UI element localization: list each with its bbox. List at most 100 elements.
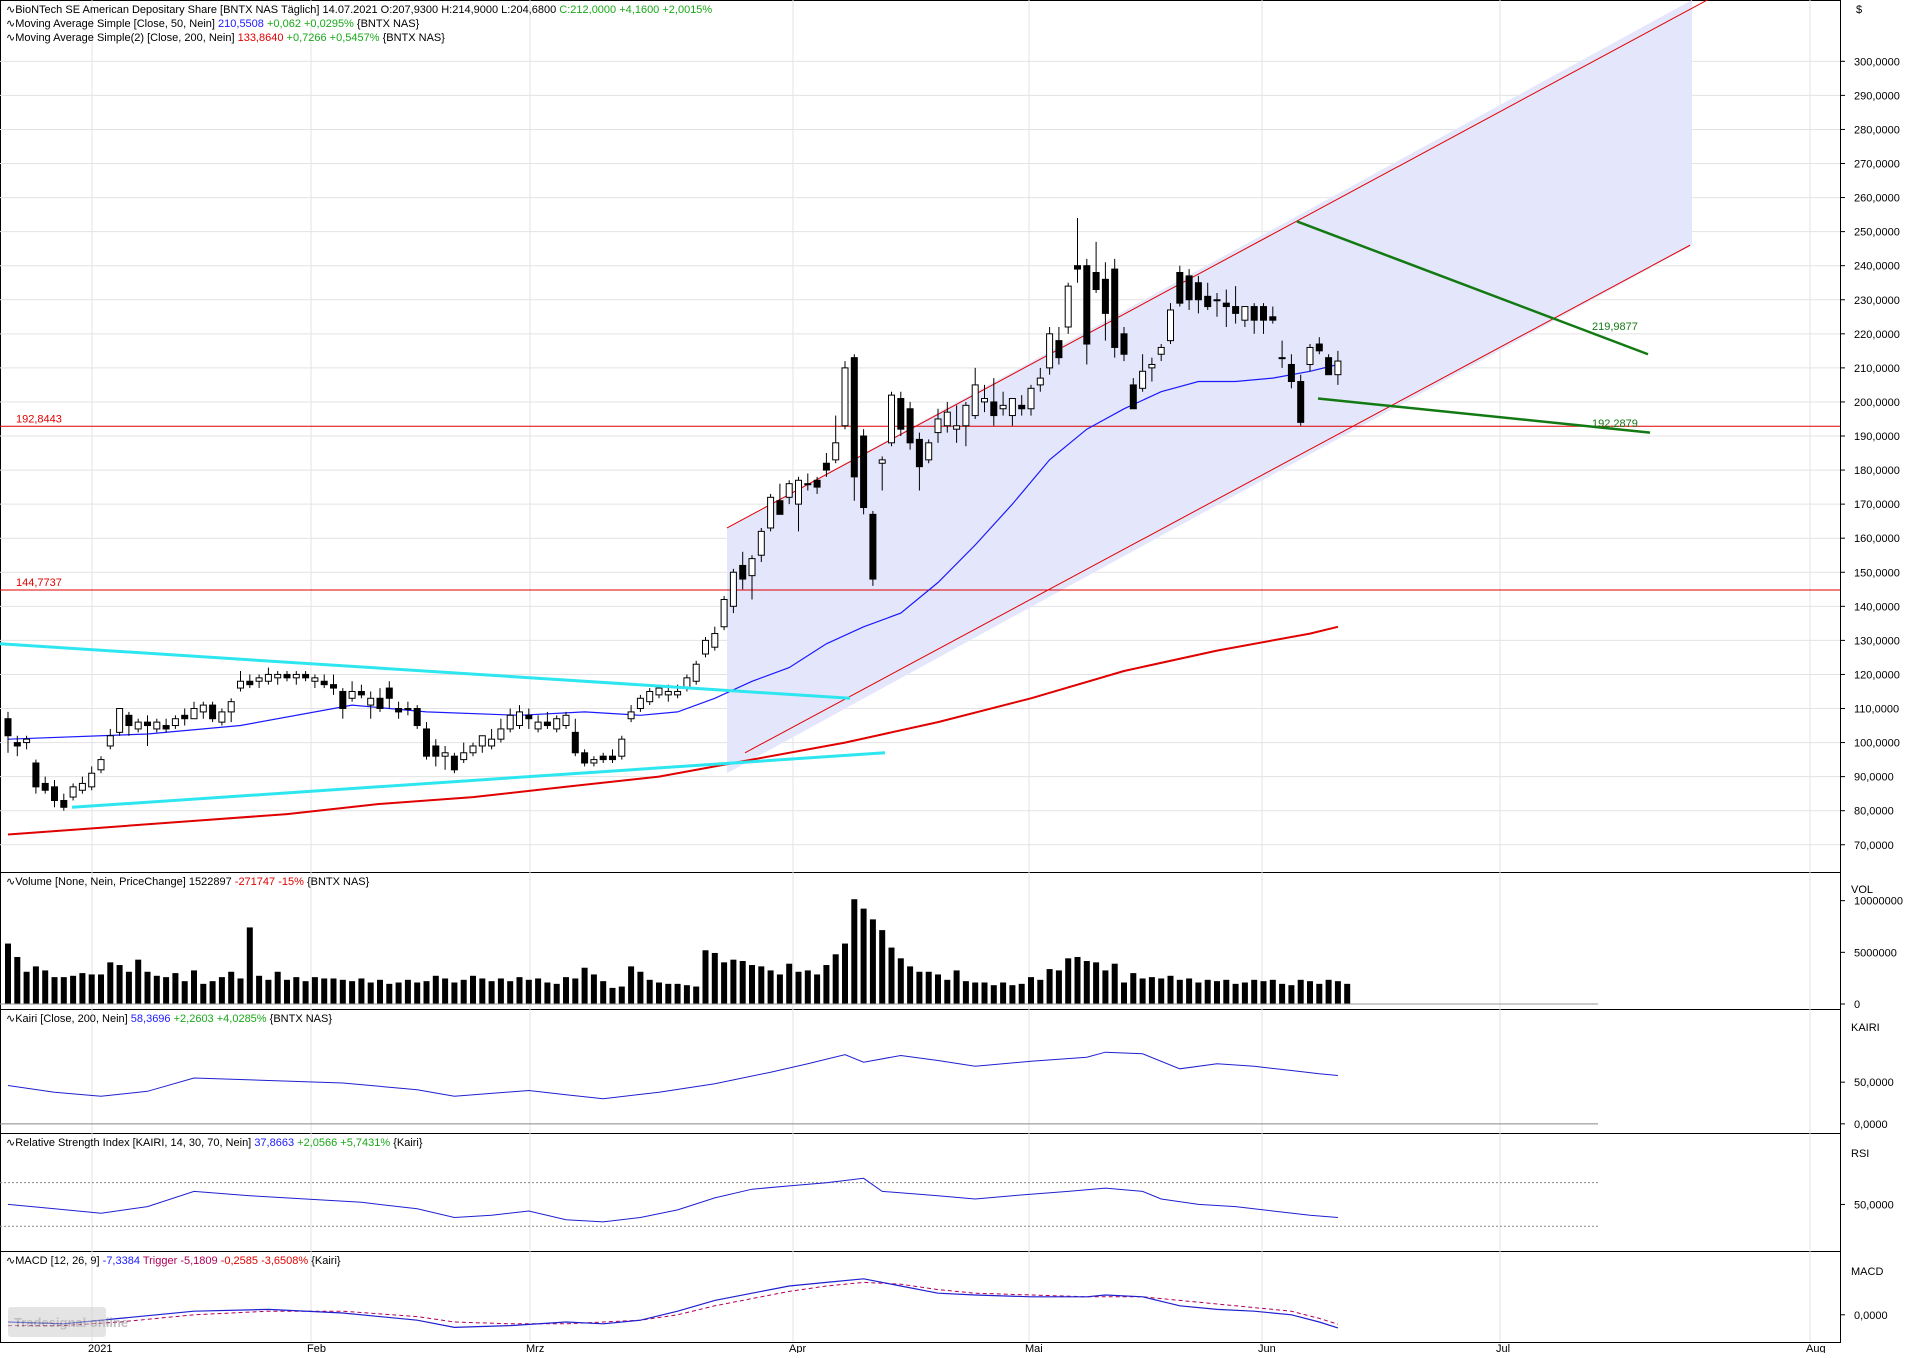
volume-bar: [972, 982, 979, 1004]
price-axis: $ 300,0000 290,0000 280,0000 270,0000 260,00…: [1840, 4, 1900, 852]
candle-up: [702, 639, 709, 655]
price-legend: ∿BioNTech SE American Depositary Share […: [6, 4, 712, 44]
candle-up: [627, 711, 635, 720]
volume-bar: [1121, 982, 1127, 1004]
candle-down: [32, 762, 40, 788]
candle-up: [190, 708, 198, 720]
candle-down: [1176, 272, 1184, 304]
time-tick-label: Apr: [789, 1343, 806, 1353]
volume-bar: [935, 974, 941, 1004]
sma50-legend[interactable]: ∿Moving Average Simple [Close, 50, Nein]…: [6, 18, 420, 30]
candle-up: [460, 752, 468, 761]
volume-bar: [516, 977, 523, 1004]
volume-bar: [88, 974, 95, 1004]
candle-down: [125, 714, 133, 727]
volume-bar: [600, 981, 607, 1004]
volume-bar: [953, 970, 960, 1004]
volume-bar: [1176, 979, 1183, 1004]
volume-bar: [321, 978, 328, 1004]
price-tick-label: 130,0000: [1854, 635, 1900, 647]
candle-up: [1064, 285, 1072, 328]
candle-up: [1167, 309, 1174, 342]
volume-bar: [488, 981, 495, 1004]
volume-bar: [1037, 979, 1044, 1004]
volume-bar: [1260, 981, 1267, 1004]
volume-bar: [1009, 985, 1016, 1004]
candle-down: [330, 684, 337, 689]
volume-bar: [1195, 982, 1202, 1004]
volume-bar: [1344, 983, 1351, 1004]
volume-bar: [1074, 956, 1081, 1004]
volume-bars: [0, 899, 1598, 1005]
candle-down: [1092, 272, 1100, 291]
volume-bar: [776, 974, 783, 1004]
candle-down: [1232, 306, 1240, 314]
volume-bar: [749, 965, 755, 1004]
candle-up: [311, 677, 319, 682]
time-tick-label: Jul: [1496, 1343, 1510, 1353]
volume-bar: [1148, 977, 1155, 1004]
cyan-lower-trendline: [71, 751, 886, 809]
price-tick-label: 300,0000: [1854, 56, 1900, 68]
sma50-line: [7, 363, 1339, 740]
candle-up: [469, 745, 477, 754]
volume-bar: [590, 974, 597, 1004]
panel-legends: ∿Volume [None, Nein, PriceChange] 152289…: [6, 876, 423, 1267]
price-tick-label: 190,0000: [1854, 431, 1900, 443]
candle-up: [1139, 370, 1147, 389]
horizontal-lines: [0, 425, 1840, 591]
rsi-legend[interactable]: ∿Relative Strength Index [KAIRI, 14, 30,…: [6, 1137, 423, 1149]
candle-down: [1055, 340, 1063, 359]
volume-bar: [470, 975, 476, 1004]
candle-down: [571, 731, 579, 754]
volume-legend[interactable]: ∿Volume [None, Nein, PriceChange] 152289…: [6, 876, 370, 888]
volume-bar: [293, 977, 300, 1004]
sma200-legend[interactable]: ∿Moving Average Simple(2) [Close, 200, N…: [6, 32, 445, 44]
candle-up: [23, 738, 31, 744]
time-tick-label: 2021: [88, 1343, 112, 1353]
candle-up: [729, 571, 737, 607]
candle-down: [599, 755, 607, 761]
volume-axis-title: VOL: [1851, 884, 1873, 896]
candle-up: [636, 697, 644, 709]
volume-bar: [144, 971, 151, 1004]
candle-down: [776, 500, 784, 515]
volume-bar: [107, 962, 114, 1004]
kairi-legend[interactable]: ∿Kairi [Close, 200, Nein] 58,3696 +2,260…: [6, 1013, 332, 1025]
candle-down: [4, 718, 12, 737]
volume-bar: [349, 981, 356, 1004]
candle-down: [1074, 265, 1081, 270]
volume-bar: [460, 979, 467, 1004]
volume-bar: [1288, 985, 1295, 1004]
price-tick-label: 110,0000: [1854, 704, 1899, 716]
candle-down: [51, 786, 58, 801]
volume-bar: [1167, 975, 1174, 1004]
candle-down: [432, 745, 440, 757]
candle-up: [646, 690, 654, 703]
candle-up: [711, 633, 719, 648]
volume-bar: [1000, 982, 1007, 1004]
volume-bar: [497, 978, 504, 1004]
volume-bar: [804, 970, 811, 1004]
indicator-lines: [0, 1051, 1598, 1329]
time-tick-label: Feb: [307, 1343, 326, 1353]
watermark-box: [8, 1307, 106, 1337]
macd-legend[interactable]: ∿MACD [12, 26, 9] -7,3384 Trigger -5,180…: [6, 1255, 341, 1267]
volume-bar: [1241, 982, 1248, 1004]
volume-bar: [758, 966, 765, 1004]
candle-up: [795, 479, 802, 505]
volume-bar: [1251, 979, 1258, 1004]
volume-bar: [581, 967, 588, 1004]
volume-bar: [572, 978, 579, 1004]
candle-up: [1278, 357, 1286, 360]
wedge-bottom-label: 192,2879: [1592, 418, 1638, 430]
candle-up: [832, 442, 840, 461]
candle-down: [850, 357, 858, 478]
volume-bar: [544, 982, 551, 1004]
volume-bar: [730, 959, 737, 1004]
main-legend[interactable]: ∿BioNTech SE American Depositary Share […: [6, 4, 712, 16]
volume-bar: [163, 977, 170, 1004]
candle-up: [534, 721, 542, 730]
candle-up: [367, 697, 375, 706]
